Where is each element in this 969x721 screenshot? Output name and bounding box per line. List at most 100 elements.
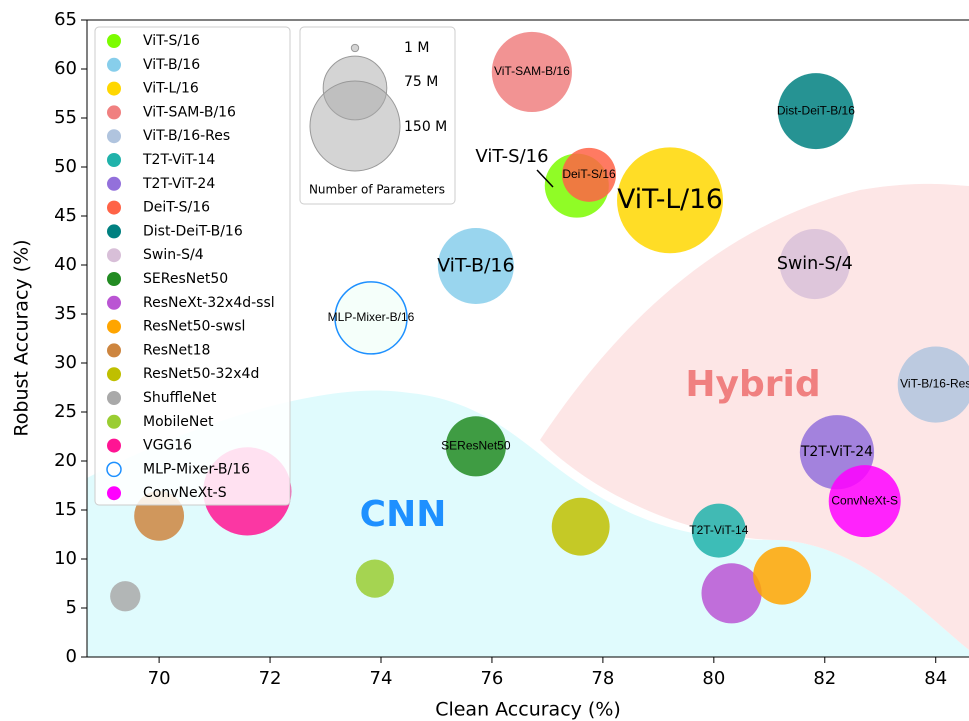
y-tick-label: 5 [66,597,77,618]
bubble [753,546,811,605]
legend-marker [107,224,121,239]
legend-label: ViT-B/16 [143,57,200,73]
legend-marker [107,81,121,96]
bubble-labels: ViT-B/16 ViT-L/16 ViT-SAM-B/16 ViT-B/16-Res… [328,64,969,537]
bubble [897,346,969,423]
bubble [777,73,854,150]
bubble [437,227,514,304]
legend-label: ResNeXt-32x4d-ssl [143,295,275,311]
x-tick-label: 74 [370,668,393,689]
legend-marker [106,461,122,478]
legend-label: ViT-B/16-Res [143,128,230,144]
legend-marker [107,176,121,191]
bubble-label: ViT-B/16 [437,254,515,276]
legend-marker [107,486,121,501]
legend-label: MobileNet [143,414,214,430]
bubble-label: DeiT-S/16 [562,167,616,181]
x-tick-label: 72 [259,668,282,689]
bubbles [110,31,969,624]
legend-label: SEResNet50 [143,271,228,287]
legend-label: DeiT-S/16 [143,200,210,216]
x-tick-label: 76 [480,668,503,689]
legend-marker [107,319,121,334]
legend-marker [107,105,121,120]
size-legend-marker [350,43,360,53]
legend-marker [107,129,121,144]
legend-label: ViT-S/16 [143,33,200,49]
legend-label: ResNet50-swsl [143,319,245,335]
y-tick-label: 35 [54,303,77,324]
legend-label: ResNet50-32x4d [143,366,259,382]
bubble [445,416,506,477]
x-tick-label: 78 [591,668,614,689]
bubble [701,563,762,624]
legend-marker [107,391,121,405]
size-legend-marker [309,80,401,172]
size-legend-label: 150 M [404,119,447,135]
bubble [562,147,617,202]
bubble [355,559,394,598]
y-axis-label: Robust Accuracy (%) [11,239,33,436]
legend-label: ViT-L/16 [143,81,199,97]
legend-marker [107,34,121,48]
bubble-label: ViT-SAM-B/16 [494,64,570,78]
legend-label: VGG16 [143,438,192,454]
legend-label: T2T-ViT-14 [142,152,215,168]
bubble [110,581,141,612]
y-tick-label: 60 [54,58,77,79]
size-legend-label: 1 M [404,40,429,56]
bubble-label: T2T-ViT-24 [800,444,873,460]
y-tick-label: 15 [54,499,77,520]
bubble [828,465,901,538]
bubble [691,503,746,558]
legend-label: ConvNeXt-S [143,485,227,501]
annotation-line [536,169,554,188]
y-tick-label: 0 [66,646,77,667]
region-label: CNN [360,494,447,535]
y-tick-label: 45 [54,205,77,226]
bubble [551,497,610,556]
legend-marker [107,343,121,358]
legend: ViT-S/16 ViT-B/16 ViT-L/16 ViT-SAM-B/16 ViT-… [106,33,275,501]
size-legend: 1 M 75 M 150 M [309,40,447,172]
y-tick-label: 55 [54,107,77,128]
legend-label: T2T-ViT-24 [142,176,215,192]
legend-marker [107,438,121,453]
y-tick-label: 25 [54,401,77,422]
bubble [779,228,850,300]
bubble-label: Swin-S/4 [777,254,853,274]
y-tick-label: 20 [54,450,77,471]
bubble [491,31,572,113]
bubble [617,147,723,254]
legend-marker [107,153,121,167]
legend-label: ResNet18 [143,342,210,358]
region-label: Hybrid [685,364,820,405]
x-tick-label: 70 [148,668,171,689]
x-tick-label: 82 [813,668,836,689]
legend-label: ShuffleNet [143,390,217,406]
y-tick-label: 30 [54,352,77,373]
x-tick-label: 80 [702,668,725,689]
legend-marker [107,295,121,310]
legend-marker [107,414,121,429]
bubble-label: ConvNeXt-S [831,493,898,507]
annotation: ViT-S/16 [475,146,548,167]
legend-marker [107,200,121,215]
bubble-label: Dist-DeiT-B/16 [777,103,855,117]
bubble-label: ViT-L/16 [617,184,723,215]
legend-marker [107,272,121,286]
x-axis-label: Clean Accuracy (%) [435,699,621,721]
legend-label: Dist-DeiT-B/16 [143,223,243,239]
size-legend-title: Number of Parameters [309,183,445,197]
bubble [334,281,408,355]
size-legend-label: 75 M [404,74,438,90]
legend-label: Swin-S/4 [143,247,204,263]
y-tick-label: 10 [54,548,77,569]
legend-marker [107,367,121,382]
legend-box [94,26,291,506]
legend-marker [107,248,121,263]
axes: 70 72 74 76 78 80 82 84 0 5 10 15 20 25 30 35 40 45 50 55 60… [54,9,947,689]
bubble-label: T2T-ViT-14 [689,523,748,537]
y-tick-label: 65 [54,9,77,30]
